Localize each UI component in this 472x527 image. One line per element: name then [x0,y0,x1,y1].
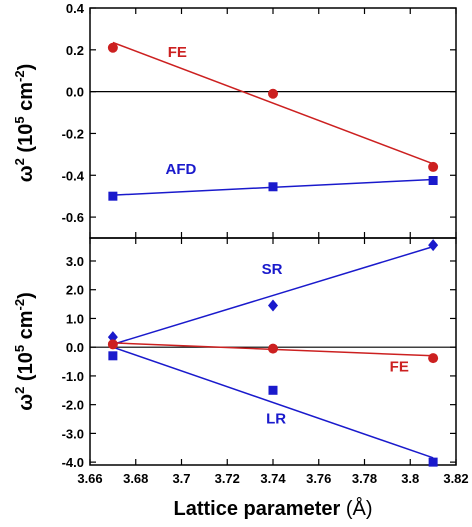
series-label-fe-top: FE [168,44,187,61]
x-axis-title-unit: (Å) [346,497,373,520]
series-label-lr-bottom: LR [266,410,286,427]
y-axis-title-omega: ω [15,394,37,411]
y-tick-label-bottom: -1.0 [62,369,84,384]
y-axis-title-units: (10 [15,124,37,158]
y-axis-title-exp2: 5 [12,345,27,352]
data-point-lr-bottom [428,457,438,467]
x-tick-label: 3.72 [215,471,240,486]
data-point-fe-top [268,88,278,99]
x-axis-title-text: Lattice parameter [174,498,346,520]
data-point-sr-bottom [268,299,278,312]
series-label-sr-bottom: SR [262,261,283,278]
data-point-lr-bottom [108,351,118,361]
y-tick-label-top: -0.4 [62,168,85,183]
data-point-fe-bottom [268,343,278,354]
y-tick-label-bottom: -3.0 [62,426,84,441]
y-axis-title-exp3: -2 [12,70,27,82]
y-axis-title-exp3: -2 [12,299,27,311]
data-point-fe-top [428,161,439,172]
y-tick-label-bottom: 3.0 [66,254,84,269]
y-axis-title-omega: ω [15,165,37,182]
y-axis-title-units2: cm [15,310,37,344]
y-axis-title-close: ) [15,64,37,71]
data-point-fe-top [107,42,118,53]
x-tick-label: 3.8 [401,471,419,486]
data-point-fe-bottom [428,353,439,364]
fit-line-fe-top [112,41,434,165]
y-axis-title-units: (10 [15,352,37,386]
y-axis-title-units2: cm [15,82,37,116]
data-point-afd-top [268,182,278,192]
y-tick-label-top: 0.2 [66,43,84,58]
y-tick-label-bottom: 0.0 [66,340,84,355]
series-label-fe-bottom: FE [390,359,409,376]
x-tick-label: 3.78 [352,471,377,486]
x-tick-label: 3.68 [123,471,148,486]
y-tick-label-bottom: -4.0 [62,455,84,470]
y-tick-label-top: 0.0 [66,85,84,100]
x-tick-label: 3.7 [172,471,190,486]
y-axis-title-0: ω2 (105 cm-2) [12,64,37,183]
x-tick-label: 3.82 [443,471,468,486]
series-label-afd-top: AFD [165,161,196,178]
data-point-afd-top [428,176,438,185]
y-tick-label-bottom: -2.0 [62,398,84,413]
data-point-fe-bottom [107,339,118,350]
y-axis-title-1: ω2 (105 cm-2) [12,292,37,411]
x-tick-label: 3.76 [306,471,331,486]
data-point-sr-bottom [428,239,439,252]
plot-frame-top [89,7,457,239]
data-point-afd-top [108,191,118,201]
y-axis-title-exp1: 2 [12,387,27,394]
y-tick-label-top: -0.2 [62,126,84,141]
y-tick-label-top: 0.4 [66,1,85,16]
y-axis-title-close: ) [15,292,37,299]
y-tick-label-bottom: 1.0 [66,311,84,326]
x-tick-label: 3.66 [77,471,102,486]
x-axis-title: Lattice parameter (Å) [174,497,373,520]
y-tick-label-bottom: 2.0 [66,283,84,298]
y-tick-label-top: -0.6 [62,210,84,225]
y-axis-title-exp1: 2 [12,158,27,165]
fit-line-lr-bottom [112,346,434,459]
fit-line-sr-bottom [112,245,434,346]
x-tick-label: 3.74 [260,471,286,486]
y-axis-title-exp2: 5 [12,116,27,123]
data-point-lr-bottom [268,385,278,395]
